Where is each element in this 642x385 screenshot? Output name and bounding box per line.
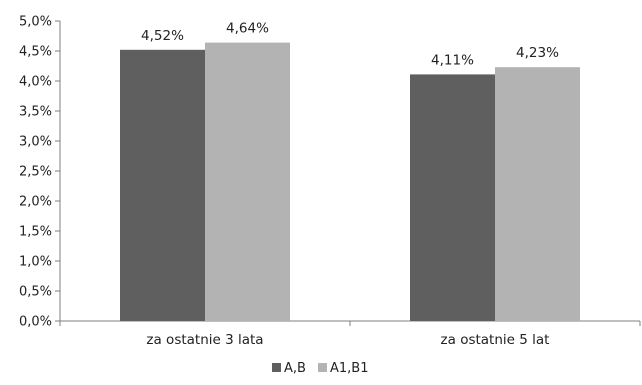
legend-swatch: [272, 363, 281, 372]
data-label: 4,23%: [516, 45, 559, 61]
category-labels: za ostatnie 3 lata za ostatnie 5 lat: [146, 332, 549, 348]
data-label: 4,11%: [431, 52, 474, 68]
bar: [205, 42, 290, 321]
y-tick-label: 4,0%: [19, 75, 52, 90]
y-tick-label: 0,0%: [19, 315, 52, 330]
legend-label: A1,B1: [330, 361, 369, 376]
bars: [120, 42, 580, 322]
y-tick-label: 3,5%: [19, 105, 52, 120]
y-tick-label: 2,0%: [19, 195, 52, 210]
y-tick-label: 2,5%: [19, 165, 52, 180]
legend-swatch: [318, 363, 327, 372]
y-tick-label: 4,5%: [19, 45, 52, 60]
y-axis: 0,0% 0,5% 1,0% 1,5% 2,0% 2,5% 3,0% 3,5% 4,0% 4,5%…: [19, 15, 61, 330]
y-tick-label: 3,0%: [19, 135, 52, 150]
data-label: 4,52%: [141, 28, 184, 44]
x-category-label: za ostatnie 3 lata: [146, 332, 263, 348]
x-category-label: za ostatnie 5 lat: [441, 332, 550, 348]
y-tick-label: 1,0%: [19, 255, 52, 270]
bar: [495, 67, 580, 321]
y-tick-label: 1,5%: [19, 225, 52, 240]
legend-label: A,B: [284, 361, 306, 376]
bar: [410, 74, 495, 322]
x-axis: [59, 320, 641, 326]
data-label: 4,64%: [226, 21, 269, 37]
legend: A,B A1,B1: [272, 361, 369, 376]
y-tick-label: 0,5%: [19, 285, 52, 300]
y-tick-label: 5,0%: [19, 15, 52, 30]
bar: [120, 49, 205, 322]
data-labels: 4,52% 4,64% 4,11% 4,23%: [141, 21, 559, 69]
